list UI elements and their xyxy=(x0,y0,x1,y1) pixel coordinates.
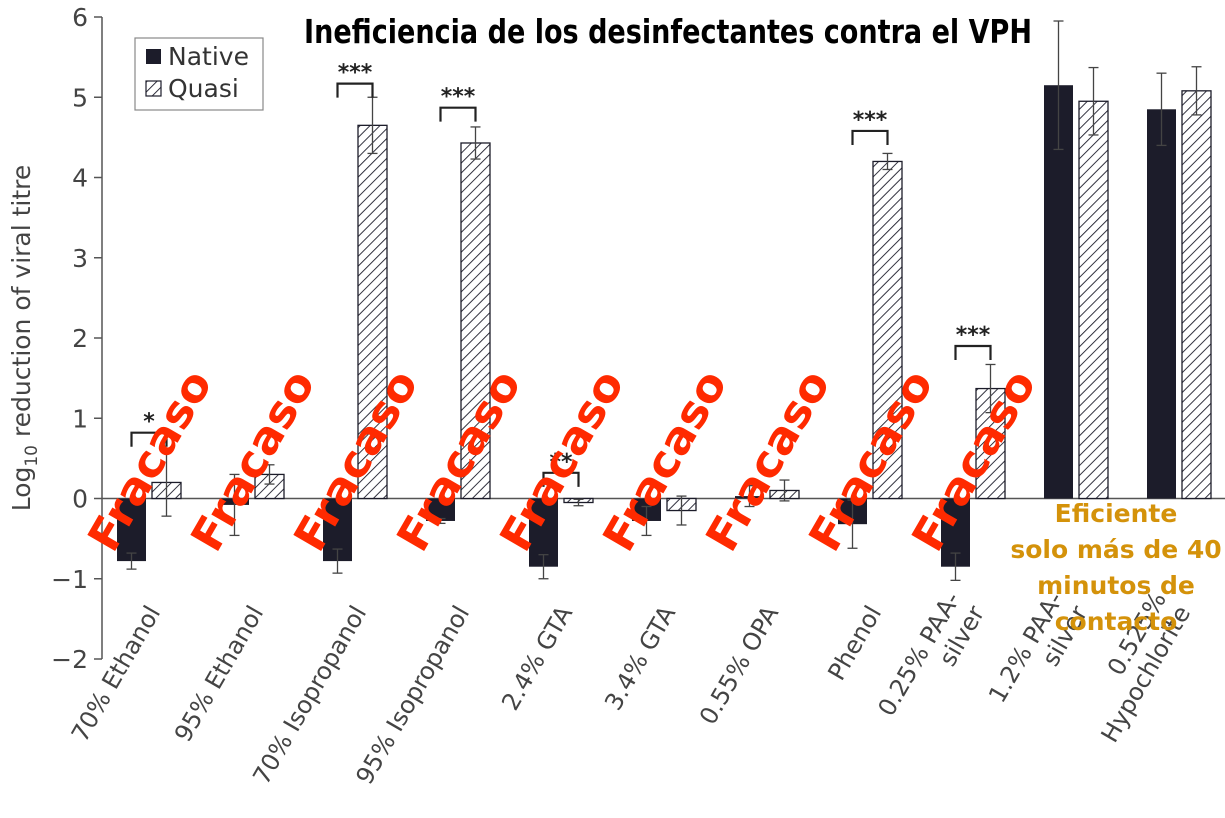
y-tick-label: 2 xyxy=(72,324,88,353)
y-tick-label: 1 xyxy=(72,404,88,433)
significance-bracket xyxy=(130,431,168,447)
x-tick-label: 70% Isopropanol xyxy=(247,601,372,789)
efficient-annotation-line: minutos de xyxy=(1037,571,1195,600)
x-tick-label-line: 2.4% GTA xyxy=(496,600,578,715)
bar-native xyxy=(117,498,146,562)
legend-quasi-swatch xyxy=(145,80,162,97)
bar-quasi xyxy=(872,160,903,500)
legend-native-swatch xyxy=(146,49,161,64)
x-tick-label: 95% Ethanol xyxy=(169,601,269,747)
x-tick-label: 2.4% GTA xyxy=(496,600,578,715)
x-tick-label-line: Phenol xyxy=(822,601,887,685)
significance-bracket xyxy=(851,129,889,145)
bar-native xyxy=(1147,109,1176,499)
bar-quasi xyxy=(460,142,491,500)
efficient-annotation-line: contacto xyxy=(1055,607,1178,636)
x-tick-label: 95% Isopropanol xyxy=(350,601,475,789)
bar-quasi xyxy=(1181,90,1212,500)
significance-stars: *** xyxy=(441,85,476,110)
bar-quasi xyxy=(357,124,388,500)
bar-quasi xyxy=(1078,100,1109,500)
x-tick-label: 3.4% GTA xyxy=(599,600,681,715)
bar-native xyxy=(1044,85,1073,499)
efficient-annotation-line: solo más de 40 xyxy=(1010,535,1221,564)
legend-native-label: Native xyxy=(168,42,249,71)
efficient-annotation-line: Eficiente xyxy=(1055,499,1178,528)
y-tick-label: 4 xyxy=(72,164,88,193)
significance-stars: *** xyxy=(853,108,888,133)
x-tick-label-line: 95% Ethanol xyxy=(169,601,269,747)
x-tick-label: Phenol xyxy=(822,601,887,685)
y-tick-label: 0 xyxy=(72,485,88,514)
significance-bracket xyxy=(336,82,374,98)
x-tick-label-line: 0.55% OPA xyxy=(694,601,785,730)
y-tick-label: −2 xyxy=(51,645,88,674)
significance-bracket xyxy=(439,106,477,122)
chart-title: Ineficiencia de los desinfectantes contr… xyxy=(304,12,1032,51)
significance-bracket xyxy=(954,344,992,361)
y-tick-label: 3 xyxy=(72,244,88,273)
significance-stars: * xyxy=(143,410,155,435)
x-tick-label-line: 95% Isopropanol xyxy=(350,601,475,789)
significance-stars: *** xyxy=(956,323,991,348)
y-tick-label: −1 xyxy=(51,565,88,594)
y-tick-label: 6 xyxy=(72,3,88,32)
y-axis-label: Log10 reduction of viral titre xyxy=(7,165,42,512)
bar-native xyxy=(426,498,455,521)
significance-stars: ** xyxy=(549,450,573,475)
legend-quasi-label: Quasi xyxy=(168,74,239,103)
legend: Native Quasi xyxy=(134,37,264,111)
significance-stars: *** xyxy=(338,61,373,86)
x-tick-label-line: 3.4% GTA xyxy=(599,600,681,715)
x-tick-label-line: 70% Isopropanol xyxy=(247,601,372,789)
x-tick-label: 0.25% PAA-silver xyxy=(872,587,990,721)
x-tick-label: 0.55% OPA xyxy=(694,601,785,730)
y-tick-label: 5 xyxy=(72,83,88,112)
significance-bracket xyxy=(542,471,580,487)
